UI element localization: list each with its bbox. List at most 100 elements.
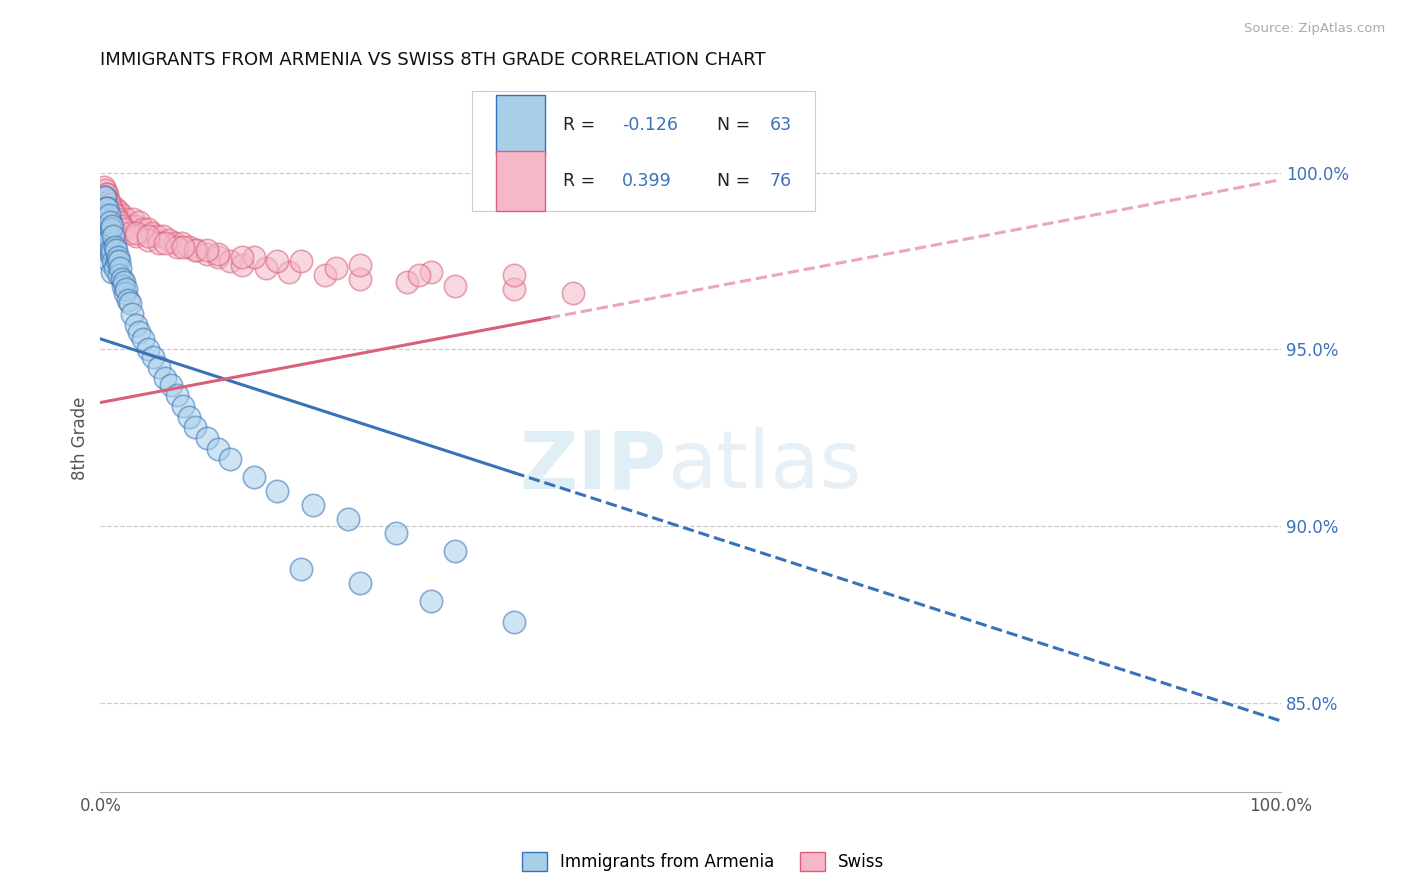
Point: [98, 215, 121, 229]
Point: [443, 544, 465, 558]
Point: [103, 201, 125, 215]
FancyBboxPatch shape: [472, 91, 814, 211]
Point: [97, 254, 120, 268]
Point: [100, 222, 122, 236]
Point: [94, 183, 117, 197]
Point: [141, 226, 163, 240]
Point: [136, 229, 159, 244]
Point: [142, 350, 165, 364]
Text: R =: R =: [564, 116, 600, 134]
Point: [114, 285, 136, 300]
Point: [148, 236, 170, 251]
Point: [118, 226, 141, 240]
Point: [502, 615, 524, 629]
Text: IMMIGRANTS FROM ARMENIA VS SWISS 8TH GRADE CORRELATION CHART: IMMIGRANTS FROM ARMENIA VS SWISS 8TH GRA…: [100, 51, 766, 69]
Point: [96, 190, 118, 204]
Point: [103, 208, 125, 222]
Point: [219, 254, 242, 268]
Point: [105, 254, 128, 268]
Text: Source: ZipAtlas.com: Source: ZipAtlas.com: [1244, 22, 1385, 36]
Point: [502, 282, 524, 296]
Point: [160, 377, 183, 392]
Point: [337, 512, 360, 526]
Point: [111, 278, 134, 293]
Point: [101, 244, 124, 258]
Point: [96, 222, 118, 236]
Point: [384, 526, 406, 541]
Point: [101, 265, 124, 279]
Point: [349, 576, 371, 591]
Point: [96, 244, 118, 258]
Point: [96, 208, 118, 222]
Point: [419, 593, 441, 607]
Point: [155, 371, 177, 385]
Point: [115, 282, 138, 296]
Point: [94, 190, 117, 204]
Text: 63: 63: [769, 116, 792, 134]
Point: [325, 261, 347, 276]
Point: [94, 226, 117, 240]
Point: [163, 236, 186, 251]
Point: [112, 222, 135, 236]
Point: [266, 254, 288, 268]
Point: [107, 251, 129, 265]
Point: [177, 240, 200, 254]
Point: [443, 278, 465, 293]
Point: [132, 222, 155, 236]
Point: [128, 215, 150, 229]
Point: [97, 208, 120, 222]
Point: [125, 318, 148, 332]
Point: [561, 285, 583, 300]
Point: [93, 226, 115, 240]
Point: [115, 211, 138, 226]
Point: [110, 219, 132, 233]
Point: [101, 204, 124, 219]
Point: [97, 194, 120, 208]
Point: [125, 226, 148, 240]
Point: [93, 201, 115, 215]
Point: [128, 325, 150, 339]
Point: [98, 244, 121, 258]
Point: [100, 201, 122, 215]
Point: [136, 233, 159, 247]
Point: [96, 201, 118, 215]
Point: [110, 208, 132, 222]
Point: [266, 483, 288, 498]
Point: [186, 244, 208, 258]
Point: [172, 240, 194, 254]
Point: [105, 211, 128, 226]
Point: [96, 201, 118, 215]
Point: [302, 498, 325, 512]
Point: [104, 208, 127, 222]
Point: [108, 268, 131, 282]
Point: [101, 219, 124, 233]
Point: [207, 442, 229, 456]
Text: atlas: atlas: [666, 427, 862, 505]
Point: [117, 293, 139, 307]
Point: [195, 431, 218, 445]
Point: [132, 332, 155, 346]
Point: [254, 261, 277, 276]
Point: [96, 233, 118, 247]
Point: [100, 247, 122, 261]
Text: R =: R =: [564, 172, 600, 190]
Point: [290, 254, 312, 268]
Point: [103, 254, 125, 268]
Point: [110, 261, 132, 276]
Point: [110, 271, 132, 285]
Text: 0.399: 0.399: [623, 172, 672, 190]
FancyBboxPatch shape: [496, 95, 546, 155]
Point: [177, 409, 200, 424]
Point: [231, 251, 253, 265]
Point: [122, 211, 145, 226]
Point: [103, 229, 125, 244]
Y-axis label: 8th Grade: 8th Grade: [72, 396, 89, 480]
Point: [125, 219, 148, 233]
Point: [112, 215, 135, 229]
Point: [148, 360, 170, 375]
Point: [155, 236, 177, 251]
Point: [93, 190, 115, 204]
Point: [349, 258, 371, 272]
Point: [184, 244, 207, 258]
Point: [108, 211, 131, 226]
